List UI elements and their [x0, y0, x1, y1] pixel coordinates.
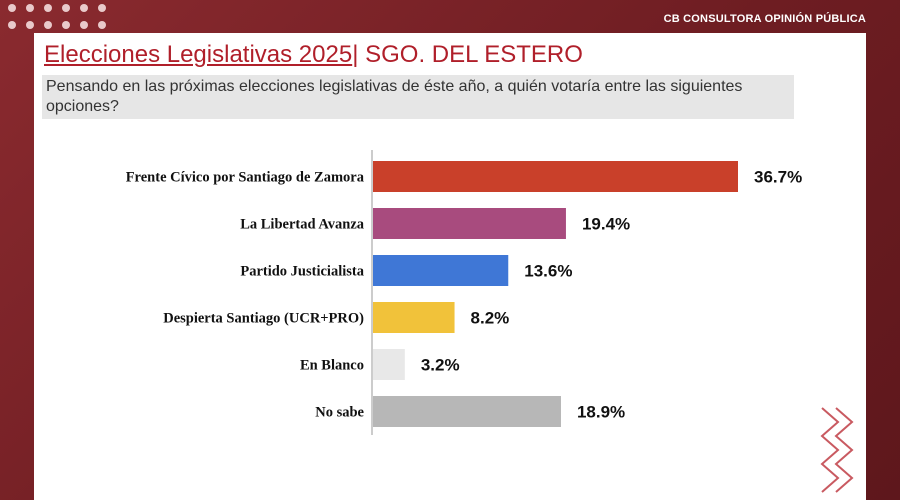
bar — [373, 255, 509, 286]
chevron-pattern-icon — [820, 407, 854, 493]
category-label: Despierta Santiago (UCR+PRO) — [163, 311, 364, 327]
title-region: SGO. DEL ESTERO — [358, 41, 583, 68]
data-label: 18.9% — [577, 403, 625, 422]
category-label: Partido Justicialista — [240, 264, 364, 280]
data-label: 36.7% — [754, 168, 802, 187]
category-label: Frente Cívico por Santiago de Zamora — [126, 170, 365, 186]
bar — [373, 349, 405, 380]
data-label: 3.2% — [421, 356, 460, 375]
bar — [373, 208, 566, 239]
survey-question: Pensando en las próximas elecciones legi… — [42, 75, 794, 119]
slide-panel: Elecciones Legislativas 2025| SGO. DEL E… — [34, 33, 866, 500]
title-main: Elecciones Legislativas 2025 — [44, 41, 353, 68]
bar — [373, 396, 561, 427]
brand-label: CB CONSULTORA OPINIÓN PÚBLICA — [663, 13, 866, 25]
page-title: Elecciones Legislativas 2025| SGO. DEL E… — [44, 38, 844, 72]
data-label: 8.2% — [471, 309, 510, 328]
chart-svg: Frente Cívico por Santiago de Zamora 36.7… — [126, 150, 802, 435]
bar-chart: Frente Cívico por Santiago de Zamora 36.7… — [34, 148, 866, 438]
category-label: En Blanco — [300, 358, 364, 374]
bar — [373, 161, 738, 192]
data-label: 19.4% — [582, 215, 630, 234]
category-label: No sabe — [315, 405, 364, 421]
bar — [373, 302, 455, 333]
decorative-dots — [6, 4, 116, 40]
data-label: 13.6% — [524, 262, 572, 281]
title-separator: | — [352, 41, 359, 68]
category-label: La Libertad Avanza — [240, 217, 365, 233]
